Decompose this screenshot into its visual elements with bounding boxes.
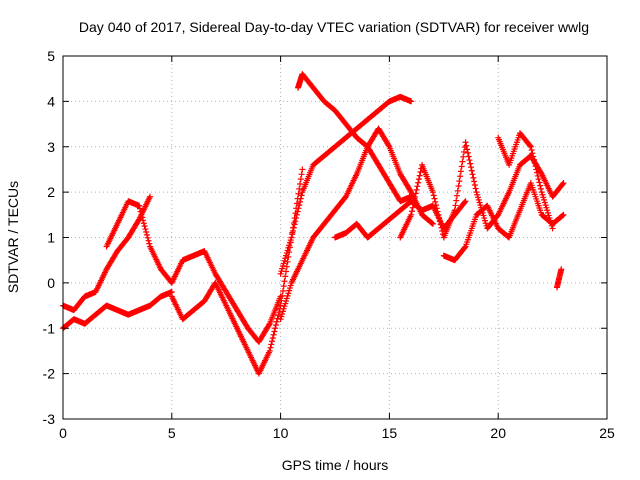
x-axis-label: GPS time / hours xyxy=(282,457,389,473)
y-tick-label: -1 xyxy=(43,320,56,336)
x-tick-label: 15 xyxy=(382,425,398,441)
series-markers xyxy=(495,130,556,232)
y-tick-label: 5 xyxy=(47,48,55,64)
y-tick-label: 3 xyxy=(47,139,55,155)
series-markers xyxy=(295,71,415,205)
x-axis: 0 5 10 15 20 25 xyxy=(59,56,615,441)
series-markers xyxy=(60,288,175,332)
series-track-2 xyxy=(60,288,175,332)
x-tick-label: 5 xyxy=(168,425,176,441)
y-tick-label: 0 xyxy=(47,275,55,291)
chart-title: Day 040 of 2017, Sidereal Day-to-day VTE… xyxy=(79,19,589,35)
series-markers xyxy=(103,198,284,345)
series-track-3 xyxy=(103,198,284,345)
series-track-9 xyxy=(397,139,567,241)
series-track-4 xyxy=(168,166,306,377)
y-tick-label: -2 xyxy=(43,366,56,382)
series-markers xyxy=(168,166,306,377)
series-layer xyxy=(60,71,567,377)
x-tick-label: 25 xyxy=(599,425,615,441)
y-tick-label: 4 xyxy=(47,93,55,109)
series-track-6 xyxy=(295,71,415,205)
series-markers xyxy=(397,139,567,241)
series-track-11 xyxy=(495,130,556,232)
x-tick-label: 0 xyxy=(59,425,67,441)
y-axis: -3 -2 -1 0 1 2 3 4 5 xyxy=(43,48,607,427)
y-axis-label: SDTVAR / TECUs xyxy=(5,181,21,293)
x-tick-label: 20 xyxy=(490,425,506,441)
y-tick-label: 2 xyxy=(47,184,55,200)
series-markers xyxy=(553,266,565,291)
series-track-12 xyxy=(553,266,565,291)
x-tick-label: 10 xyxy=(273,425,289,441)
y-tick-label: -3 xyxy=(43,411,56,427)
y-tick-label: 1 xyxy=(47,230,55,246)
